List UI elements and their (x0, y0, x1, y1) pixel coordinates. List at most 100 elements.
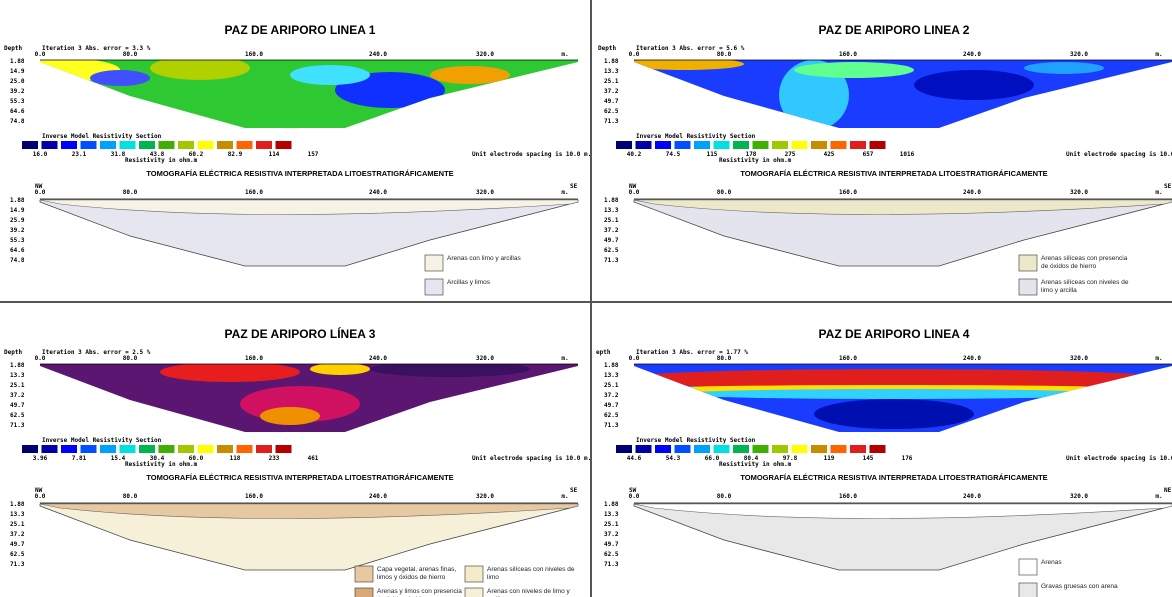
depth-label: Depth (4, 45, 22, 52)
scale-label: 82.9 (228, 151, 243, 158)
x-label: 240.0 (369, 355, 387, 362)
x-label: 240.0 (963, 189, 981, 196)
scale-swatch (276, 141, 292, 149)
scale-label: 7.81 (72, 455, 87, 462)
scale-title: Inverse Model Resistivity Section (636, 133, 756, 140)
panel-title: PAZ DE ARIPORO LINEA 1 (225, 23, 376, 37)
scale-swatch (811, 141, 827, 149)
legend-item: Arenas (1041, 559, 1129, 581)
scale-swatch (256, 445, 272, 453)
depth-tick: 25.1 (604, 382, 619, 389)
interp-title: TOMOGRAFÍA ELÉCTRICA RESISTIVA INTERPRET… (740, 473, 1047, 482)
scale-swatch (831, 141, 847, 149)
depth-tick: 74.8 (10, 257, 25, 264)
scale-swatch (81, 141, 97, 149)
x-label: 0.0 (35, 189, 46, 196)
scale-label: 44.6 (627, 455, 642, 462)
scale-unit: Resistivity in ohm.m (719, 461, 792, 468)
legend-item: Arcillas y limos (447, 279, 535, 301)
x-label: 160.0 (839, 355, 857, 362)
depth-tick: 71.3 (604, 118, 619, 125)
x-label: 80.0 (717, 493, 732, 500)
interp-title: TOMOGRAFÍA ELÉCTRICA RESISTIVA INTERPRET… (146, 169, 453, 178)
scale-label: 145 (863, 455, 874, 462)
scale-swatch (850, 445, 866, 453)
depth-tick: 64.6 (10, 108, 25, 115)
scale-swatch (100, 141, 116, 149)
spacing: Unit electrode spacing is 10.0 m. (472, 151, 591, 158)
scale-label: 461 (308, 455, 319, 462)
scale-label: 114 (269, 151, 280, 158)
x-label: 0.0 (629, 493, 640, 500)
spacing: Unit electrode spacing is 10.0 m. (1066, 151, 1172, 158)
x-label: 0.0 (35, 355, 46, 362)
x-label: 320.0 (1070, 51, 1088, 58)
x-label: 320.0 (1070, 355, 1088, 362)
depth-tick: 49.7 (604, 98, 619, 105)
legend-swatch (1019, 279, 1037, 295)
depth-tick: 71.3 (604, 561, 619, 568)
x-label: 240.0 (369, 51, 387, 58)
legend-label: Arenas con limo y arcillas (447, 255, 535, 263)
x-label: m. (1155, 51, 1162, 58)
x-label: 320.0 (476, 51, 494, 58)
panel-title: PAZ DE ARIPORO LÍNEA 3 (225, 326, 376, 341)
scale-title: Inverse Model Resistivity Section (42, 437, 162, 444)
depth-tick: 62.5 (10, 412, 25, 419)
scale-swatch (217, 141, 233, 149)
scale-swatch (159, 141, 175, 149)
legend-swatch (1019, 583, 1037, 597)
section-blob (1024, 62, 1104, 74)
scale-swatch (655, 141, 671, 149)
depth-tick: 39.2 (10, 88, 25, 95)
legend-label: Arcillas y limos (447, 279, 535, 287)
x-label: 80.0 (123, 493, 138, 500)
x-label: 0.0 (629, 355, 640, 362)
x-label: 80.0 (717, 355, 732, 362)
scale-swatch (850, 141, 866, 149)
depth-tick: 1.88 (604, 362, 619, 369)
scale-swatch (139, 445, 155, 453)
legend-item: Arenas silíceas con presencia de óxidos … (1041, 255, 1129, 277)
scale-swatch (42, 445, 58, 453)
direction: NE (1164, 487, 1172, 494)
legend-swatch (355, 566, 373, 582)
depth-tick: 71.3 (604, 257, 619, 264)
page: PAZ DE ARIPORO LINEA 1DepthIteration 3 A… (0, 0, 1172, 597)
x-label: 160.0 (839, 189, 857, 196)
scale-swatch (675, 445, 691, 453)
depth-tick: 37.2 (604, 531, 619, 538)
legend-swatch (425, 279, 443, 295)
scale-swatch (870, 141, 886, 149)
legend-item: Arenas y limos con presencia de óxidos d… (377, 588, 465, 597)
x-label: 80.0 (123, 51, 138, 58)
legend-swatch (1019, 559, 1037, 575)
scale-swatch (870, 445, 886, 453)
scale-swatch (178, 445, 194, 453)
scale-swatch (22, 445, 38, 453)
depth-tick: 71.3 (604, 422, 619, 429)
scale-swatch (120, 445, 136, 453)
x-label: 80.0 (717, 189, 732, 196)
x-label: 80.0 (123, 189, 138, 196)
scale-swatch (139, 141, 155, 149)
scale-swatch (792, 445, 808, 453)
depth-tick: 62.5 (604, 108, 619, 115)
section-blob (430, 66, 510, 84)
scale-swatch (753, 141, 769, 149)
x-label: m. (1155, 189, 1162, 196)
legend-item: Capa vegetal, arenas finas, limos y óxid… (377, 566, 465, 588)
depth-tick: 74.8 (10, 118, 25, 125)
depth-tick: 49.7 (604, 237, 619, 244)
scale-unit: Resistivity in ohm.m (719, 157, 792, 164)
depth-tick: 1.88 (10, 362, 25, 369)
scale-swatch (694, 445, 710, 453)
scale-swatch (636, 141, 652, 149)
scale-swatch (811, 445, 827, 453)
scale-swatch (100, 445, 116, 453)
depth-tick: 25.0 (10, 78, 25, 85)
depth-tick: 64.6 (10, 247, 25, 254)
legend-label: Arenas y limos con presencia de óxidos d… (377, 588, 465, 597)
x-label: 160.0 (245, 493, 263, 500)
scale-swatch (198, 141, 214, 149)
